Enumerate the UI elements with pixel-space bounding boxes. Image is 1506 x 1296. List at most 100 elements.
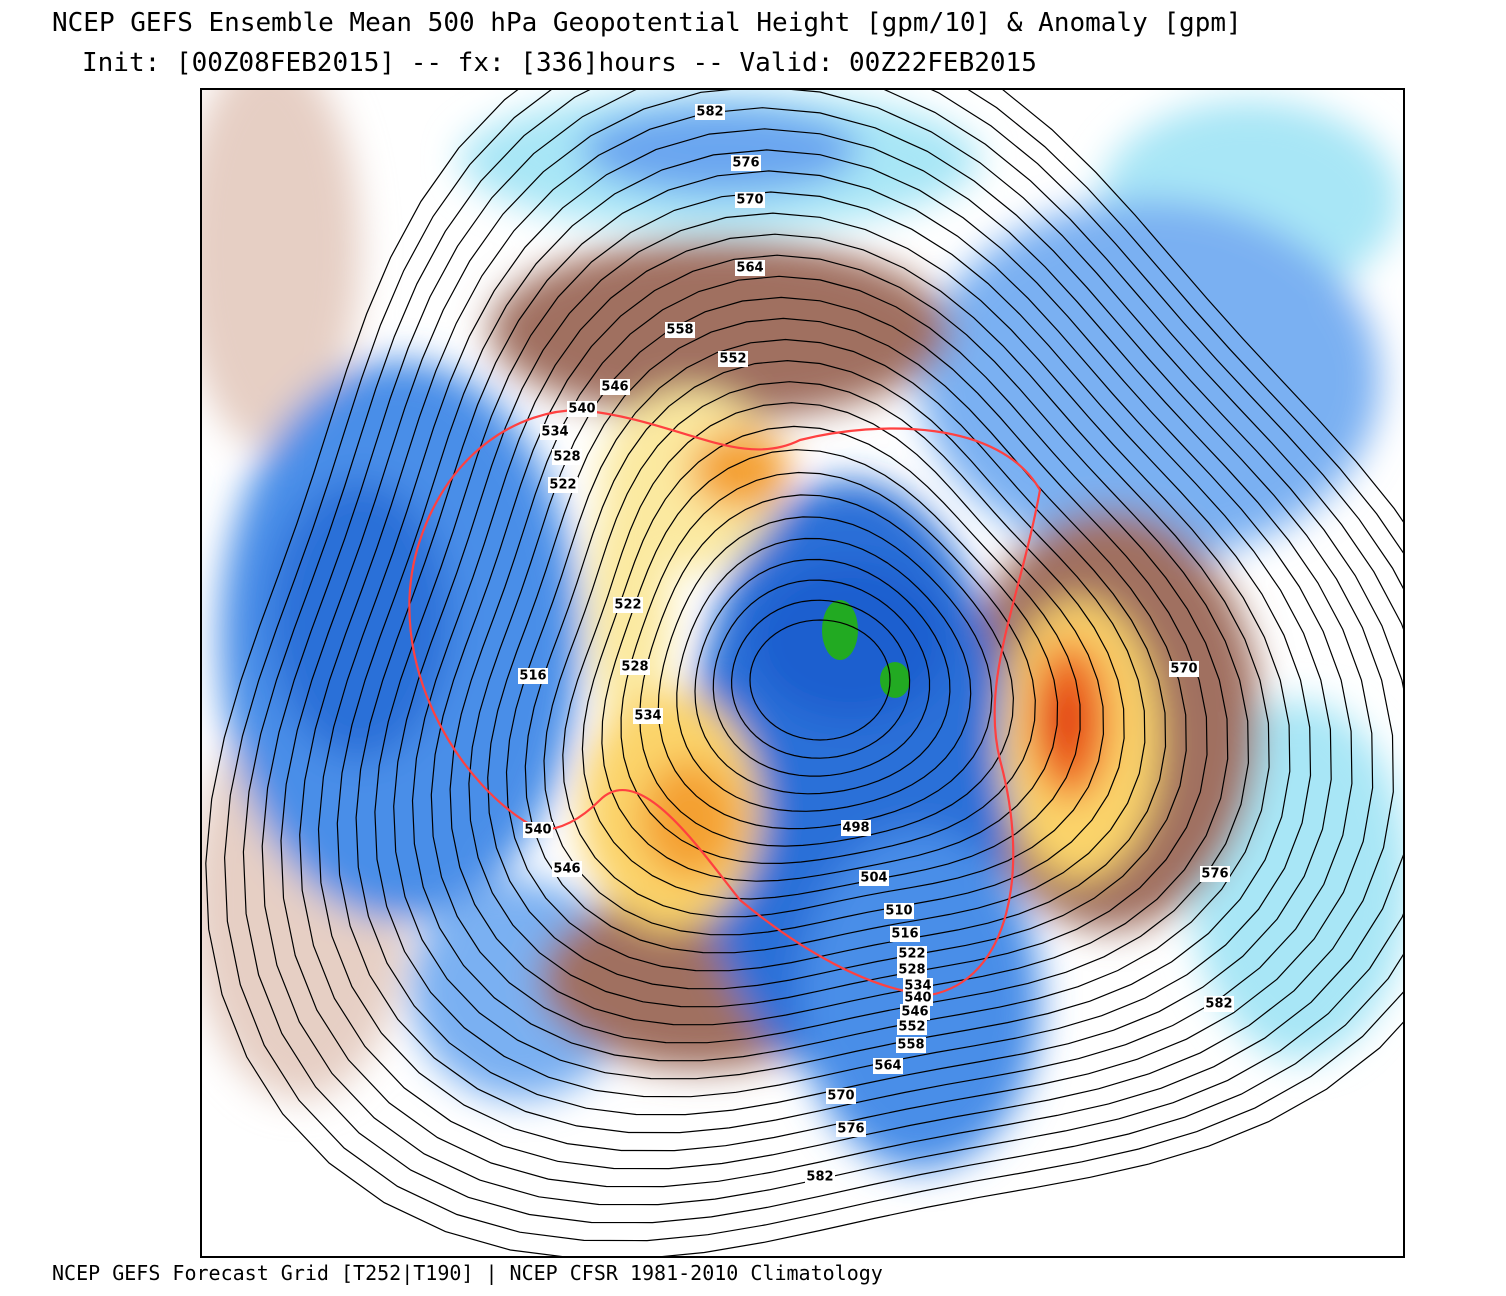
contour-label: 528 [553,450,580,465]
contour-line [749,619,891,741]
label-box [873,1058,903,1074]
contour-label: 522 [614,598,641,613]
label-box [859,870,889,886]
contour-line [205,89,1404,1257]
contour-line [639,494,1015,847]
contour-line [694,558,951,795]
contour-label: 522 [549,478,576,493]
label-box [1204,996,1234,1012]
contour-line [280,89,1404,1188]
label-box [735,192,765,208]
label-box [633,708,663,724]
label-box [1169,661,1199,677]
contour-line [317,128,1374,1152]
contour-line [299,107,1394,1170]
contour-line [601,449,1059,882]
contour-line [712,579,931,777]
map-frame [200,88,1405,1258]
contour-label: 582 [696,105,723,120]
footer: NCEP GEFS Forecast Grid [T252|T190] | NC… [52,1261,883,1285]
label-box [620,659,650,675]
label-box [805,1169,835,1185]
contour-line [562,402,1105,918]
contour-line [543,381,1125,936]
contour-label: 546 [901,1005,928,1020]
label-box [695,104,725,120]
contour-line [730,599,911,759]
contour-label: 534 [634,709,661,724]
contour-line [336,149,1353,1134]
contour-540 [408,408,1042,997]
contour-label: 516 [891,927,918,942]
contour-label: 558 [897,1038,924,1053]
contour-label: 576 [732,156,759,171]
contour-label: 498 [842,821,869,836]
label-box [897,1019,927,1035]
label-box [567,401,597,417]
contour-label: 576 [837,1122,864,1137]
contour-label: 576 [1201,867,1228,882]
label-box [613,597,643,613]
label-box [540,424,570,440]
label-box [897,962,927,978]
label-box [552,449,582,465]
label-box [518,668,548,684]
label-box [900,1004,930,1020]
anomaly-min [822,600,858,660]
label-box [896,1037,926,1053]
contour-label: 552 [719,352,746,367]
contour-label: 564 [736,261,763,276]
contour-label: 534 [904,979,931,994]
contour-label: 546 [553,862,580,877]
label-box [884,903,914,919]
contour-label: 522 [898,947,925,962]
contour-line [223,89,1404,1242]
label-box [600,379,630,395]
contour-line [393,212,1291,1080]
anomaly-shading [201,89,1404,1170]
label-box [826,1088,856,1104]
label-box [718,351,748,367]
map-area: 5825765705645585525465405345285225225165… [201,89,1404,1257]
contour-label: 504 [860,871,887,886]
height-contours [205,89,1404,1257]
contour-label: 534 [541,425,568,440]
label-box [735,260,765,276]
contour-label: 570 [827,1089,854,1104]
contour-line [620,471,1036,865]
contour-label: 558 [666,323,693,338]
contour-label: 546 [601,380,628,395]
label-box [665,322,695,338]
contour-line [242,89,1404,1224]
contour-line [355,170,1332,1116]
label-box [1200,866,1230,882]
contour-line [261,89,1404,1206]
map-subtitle: Init: [00Z08FEB2015] -- fx: [336]hours -… [82,48,1037,78]
contour-label: 564 [874,1059,901,1074]
contour-label: 582 [806,1170,833,1185]
contour-label: 540 [524,823,551,838]
contour-label: 528 [621,660,648,675]
map-title: NCEP GEFS Ensemble Mean 500 hPa Geopoten… [52,8,1242,38]
contour-label: 570 [736,193,763,208]
contour-label: 582 [1205,997,1232,1012]
contour-label: 528 [898,963,925,978]
contour-label: 540 [568,402,595,417]
contour-line [430,254,1250,1044]
contour-line [676,537,972,812]
contour-label: 570 [1170,662,1197,677]
anomaly-min [880,662,910,698]
contour-label: 510 [885,904,912,919]
label-box [548,477,578,493]
contour-line [657,516,993,830]
contour-line [374,191,1312,1098]
label-box [903,990,933,1006]
label-box [552,861,582,877]
label-box [731,155,761,171]
contour-label: 552 [898,1020,925,1035]
contour-line [449,275,1229,1026]
label-box [523,822,553,838]
label-box [890,926,920,942]
